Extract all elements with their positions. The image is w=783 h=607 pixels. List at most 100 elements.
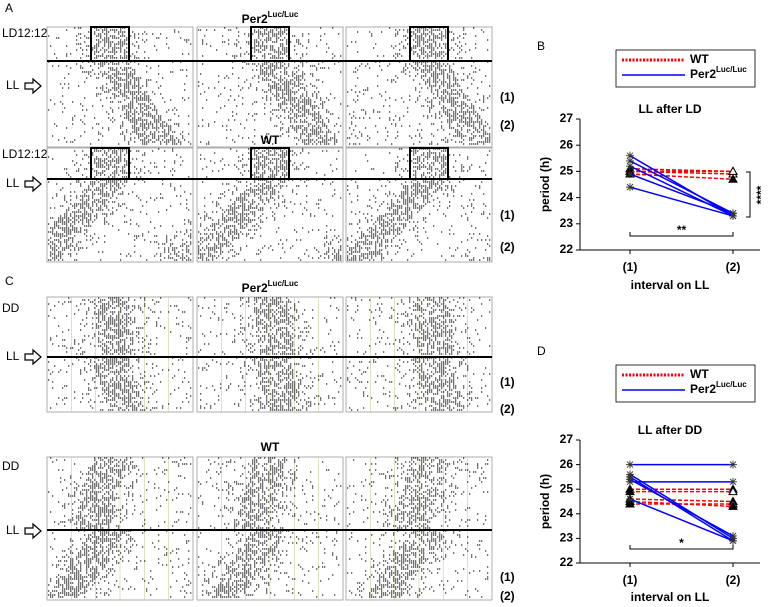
arrow-icon (24, 522, 42, 540)
x-axis-title: interval on LL (631, 590, 710, 604)
subject-line (629, 498, 734, 542)
actogram-activity (198, 297, 340, 355)
x-tick-label: (1) (623, 573, 638, 587)
subject-line (629, 186, 734, 217)
data-point (626, 162, 634, 171)
actogram-activity (347, 457, 489, 529)
legend-label-sup: Luc/Luc (716, 65, 747, 74)
subject-line (629, 476, 734, 542)
actogram-frame (46, 147, 194, 263)
actogram-title-base: WT (261, 440, 280, 454)
condition-label: LL (6, 78, 20, 92)
data-point (626, 495, 634, 504)
actogram-activity (198, 27, 342, 59)
interval-label: (2) (500, 240, 515, 254)
subject-line (629, 165, 734, 217)
subject-line (629, 155, 734, 217)
panel-label: D (537, 344, 546, 358)
y-tick-label: 24 (560, 190, 574, 204)
data-point (728, 166, 738, 175)
y-axis-title: period (h) (538, 474, 552, 529)
actogram-title-base: Per2 (242, 12, 268, 26)
data-point (626, 475, 634, 484)
actogram-title: Per2Luc/Luc (242, 10, 299, 26)
data-point (729, 531, 737, 540)
actogram-activity (347, 27, 489, 59)
actogram-frame (196, 147, 344, 263)
actogram-title: WT (261, 133, 280, 147)
actogram-activity (198, 457, 342, 529)
subject-line (629, 498, 734, 503)
data-point (626, 183, 634, 192)
data-point (626, 151, 634, 160)
subject-line (629, 173, 734, 215)
arrow-icon (24, 77, 42, 95)
y-tick-label: 24 (560, 506, 574, 520)
arrow-icon (24, 348, 42, 366)
interval-label: (1) (500, 570, 515, 584)
actogram-activity (48, 297, 192, 355)
actogram-title: WT (261, 440, 280, 454)
y-tick-label: 22 (560, 242, 574, 256)
subject-line (629, 160, 734, 214)
y-tick-label: 23 (560, 216, 574, 230)
data-point (728, 174, 738, 183)
interval-label: (1) (500, 208, 515, 222)
interval-label: (1) (500, 90, 515, 104)
legend-label-base: WT (690, 367, 709, 381)
actogram-title-base: WT (261, 133, 280, 147)
data-point (626, 170, 634, 179)
significance-bracket (629, 545, 734, 550)
condition-label: LL (6, 349, 20, 363)
actogram-title-sup: Luc/Luc (268, 10, 299, 19)
y-tick-label: 26 (560, 457, 574, 471)
y-tick-label: 27 (560, 432, 574, 446)
actogram-frame (196, 26, 344, 148)
significance-bracket (746, 171, 751, 218)
data-point (729, 536, 737, 545)
x-tick-label: (2) (726, 573, 741, 587)
legend-label-sup: Luc/Luc (716, 380, 747, 389)
actogram-activity (355, 148, 491, 178)
legend-label-base: WT (690, 52, 709, 66)
x-tick-label: (1) (623, 260, 638, 274)
legend-label: Per2Luc/Luc (690, 65, 747, 81)
subject-line (629, 478, 734, 537)
actogram-title-sup: Luc/Luc (268, 279, 299, 288)
condition-label: LD12:12 (2, 26, 48, 40)
condition-label: LL (6, 523, 20, 537)
actogram-activity (200, 148, 340, 178)
subject-line (629, 173, 734, 181)
data-point (728, 501, 738, 510)
legend-label: WT (690, 367, 709, 381)
x-axis-title: interval on LL (631, 278, 710, 292)
actogram-title: Per2Luc/Luc (242, 279, 299, 295)
chart-title: LL after DD (638, 423, 703, 437)
data-point (626, 156, 634, 165)
panel-label: B (537, 39, 545, 53)
x-tick-label: (2) (726, 260, 741, 274)
significance-label: **** (754, 185, 768, 204)
interval-label: (1) (500, 375, 515, 389)
interval-label: (2) (500, 589, 515, 603)
y-tick-label: 26 (560, 137, 574, 151)
arrow-icon (24, 175, 42, 193)
actogram-frame (46, 26, 194, 148)
significance-label: ** (677, 223, 687, 237)
y-axis-title: period (h) (538, 157, 552, 212)
y-tick-label: 25 (560, 164, 574, 178)
actogram-title-base: Per2 (242, 281, 268, 295)
significance-label: * (679, 536, 684, 550)
data-point (626, 460, 634, 469)
interval-label: (2) (500, 118, 515, 132)
panel-label: A (5, 1, 13, 15)
actogram-activity (48, 457, 192, 529)
y-tick-label: 22 (560, 555, 574, 569)
significance-bracket (629, 232, 734, 237)
data-point (729, 460, 737, 469)
condition-label: DD (2, 459, 20, 473)
y-tick-label: 25 (560, 481, 574, 495)
condition-label: LL (6, 176, 20, 190)
subject-line (629, 473, 734, 540)
